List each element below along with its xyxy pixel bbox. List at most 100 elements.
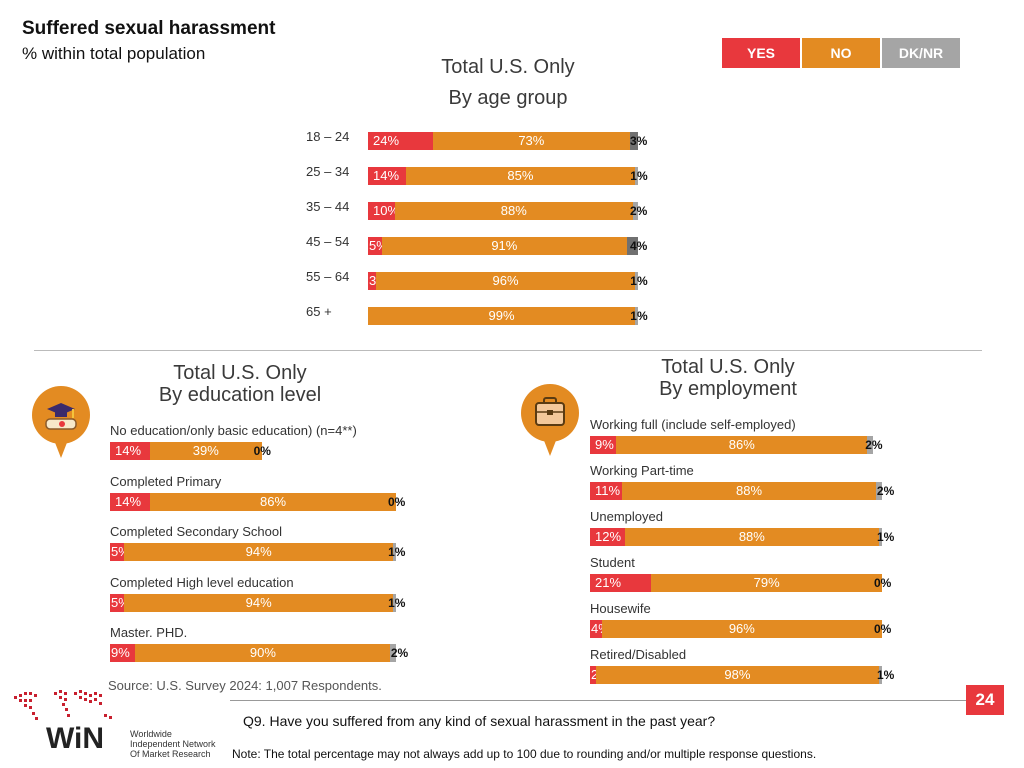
section-divider bbox=[34, 350, 982, 351]
emp-no-segment: 88% bbox=[624, 528, 880, 546]
age-no-segment: 96% bbox=[376, 272, 635, 290]
emp-bar: 4% 96% bbox=[590, 620, 882, 638]
edu-dk-label: 2% bbox=[390, 646, 409, 660]
employment-chart-title: Total U.S. Only By employment bbox=[628, 356, 828, 400]
legend-yes: YES bbox=[722, 38, 800, 68]
emp-no-segment: 79% bbox=[651, 574, 882, 592]
emp-no-label: 86% bbox=[728, 437, 755, 452]
emp-no-segment: 98% bbox=[595, 666, 880, 684]
age-dk-label: 1% bbox=[630, 274, 648, 288]
emp-no-label: 96% bbox=[728, 621, 755, 636]
age-category-label: 45 – 54 bbox=[306, 234, 350, 249]
edu-dk-label: 1% bbox=[388, 595, 406, 610]
emp-dk-label: 0% bbox=[874, 622, 892, 636]
emp-category-label: Working Part-time bbox=[590, 463, 694, 478]
age-dk-segment bbox=[635, 167, 638, 185]
edu-yes-label: 9% bbox=[111, 645, 130, 660]
emp-category-label: Unemployed bbox=[590, 509, 663, 524]
age-dk-segment bbox=[629, 132, 638, 150]
edu-dk-segment bbox=[393, 593, 396, 612]
page-title: Suffered sexual harassment bbox=[22, 18, 276, 39]
age-no-label: 88% bbox=[500, 203, 527, 218]
edu-category-label: Completed Primary bbox=[110, 473, 222, 489]
age-yes-segment: 14% bbox=[368, 167, 406, 185]
emp-category-label: Housewife bbox=[590, 601, 651, 616]
edu-no-segment: 94% bbox=[124, 543, 393, 561]
age-no-label: 96% bbox=[492, 273, 519, 288]
age-category-label: 25 – 34 bbox=[306, 164, 350, 179]
world-map-dots-icon bbox=[14, 690, 112, 720]
graduation-cap-diploma-icon bbox=[30, 384, 92, 460]
edu-yes-segment: 5% bbox=[110, 543, 130, 561]
edu-no-label: 90% bbox=[249, 645, 276, 660]
emp-dk-label: 2% bbox=[876, 484, 895, 498]
emp-bar: 11% 88% bbox=[590, 482, 882, 500]
page-subtitle: % within total population bbox=[22, 44, 206, 63]
emp-dk-segment bbox=[876, 482, 882, 500]
age-no-segment: 85% bbox=[405, 167, 635, 185]
question-text: Q9. Have you suffered from any kind of s… bbox=[243, 713, 716, 729]
edu-category-label: Completed High level education bbox=[110, 574, 294, 590]
edu-no-segment: 90% bbox=[135, 644, 391, 662]
age-no-segment: 73% bbox=[432, 132, 630, 150]
age-yes-segment: 10% bbox=[368, 202, 399, 220]
age-dk-segment bbox=[627, 237, 638, 255]
edu-bar: 9% 90% bbox=[110, 644, 396, 662]
age-chart-title-line1: Total U.S. Only bbox=[441, 56, 575, 78]
age-bar: 5% 91% bbox=[368, 237, 638, 255]
edu-yes-label: 14% bbox=[115, 443, 142, 458]
logo-caption: Worldwide Independent Network Of Market … bbox=[130, 729, 216, 759]
age-bar: 24% 73% bbox=[368, 132, 638, 150]
age-dk-label: 4% bbox=[630, 239, 648, 253]
emp-no-segment: 86% bbox=[616, 436, 868, 454]
age-no-label: 85% bbox=[507, 168, 534, 183]
edu-category-label: Master. PHD. bbox=[110, 625, 188, 640]
age-yes-segment: 24% bbox=[368, 132, 433, 150]
age-category-label: 35 – 44 bbox=[306, 199, 350, 214]
emp-yes-segment: 11% bbox=[590, 482, 622, 500]
age-category-label: 18 – 24 bbox=[306, 129, 350, 144]
logo-caption-line2: Independent Network bbox=[130, 739, 216, 749]
edu-no-label: 94% bbox=[245, 544, 272, 559]
employment-chart-title-line2: By employment bbox=[659, 378, 797, 400]
edu-dk-label: 0% bbox=[388, 494, 406, 509]
emp-no-label: 88% bbox=[738, 529, 765, 544]
age-no-segment: 91% bbox=[381, 237, 628, 255]
edu-no-segment: 39% bbox=[150, 442, 262, 460]
age-no-segment: 88% bbox=[395, 202, 633, 220]
emp-no-label: 88% bbox=[736, 483, 763, 498]
emp-category-label: Student bbox=[590, 555, 635, 570]
legend-dk: DK/NR bbox=[882, 38, 960, 68]
edu-dk-label: 1% bbox=[388, 545, 406, 559]
legend: YES NO DK/NR bbox=[722, 38, 962, 68]
emp-yes-segment: 9% bbox=[590, 436, 617, 454]
emp-no-segment: 96% bbox=[601, 620, 882, 638]
page-number: 24 bbox=[966, 685, 1004, 715]
age-dk-segment bbox=[632, 202, 638, 220]
education-chart-title: Total U.S. Only By education level bbox=[140, 362, 340, 406]
edu-yes-segment: 9% bbox=[110, 644, 136, 662]
emp-yes-label: 12% bbox=[595, 529, 622, 544]
age-dk-label: 1% bbox=[630, 309, 648, 323]
emp-category-label: Working full (include self-employed) bbox=[590, 417, 796, 432]
source-text: Source: U.S. Survey 2024: 1,007 Responde… bbox=[108, 678, 382, 693]
legend-no: NO bbox=[802, 38, 880, 68]
edu-yes-label: 14% bbox=[115, 493, 142, 509]
age-no-segment: 99% bbox=[368, 307, 635, 325]
age-no-label: 99% bbox=[488, 308, 515, 323]
emp-no-segment: 88% bbox=[621, 482, 877, 500]
edu-bar: 5% 94% bbox=[110, 593, 396, 612]
age-no-label: 91% bbox=[491, 238, 518, 253]
edu-yes-segment: 14% bbox=[110, 442, 151, 460]
age-bar: 3% 96% bbox=[368, 272, 638, 290]
logo-caption-line1: Worldwide bbox=[130, 729, 172, 739]
emp-dk-label: 1% bbox=[877, 530, 895, 544]
age-yes-label: 24% bbox=[373, 133, 400, 148]
emp-bar: 21% 79% bbox=[590, 574, 882, 592]
emp-dk-label: 0% bbox=[874, 576, 892, 590]
edu-category-label: No education/only basic education) (n=4*… bbox=[110, 423, 357, 438]
education-chart-title-line1: Total U.S. Only bbox=[173, 362, 307, 384]
note-text: Note: The total percentage may not alway… bbox=[232, 747, 817, 761]
age-category-label: 55 – 64 bbox=[306, 269, 350, 284]
edu-yes-segment: 14% bbox=[110, 492, 151, 511]
